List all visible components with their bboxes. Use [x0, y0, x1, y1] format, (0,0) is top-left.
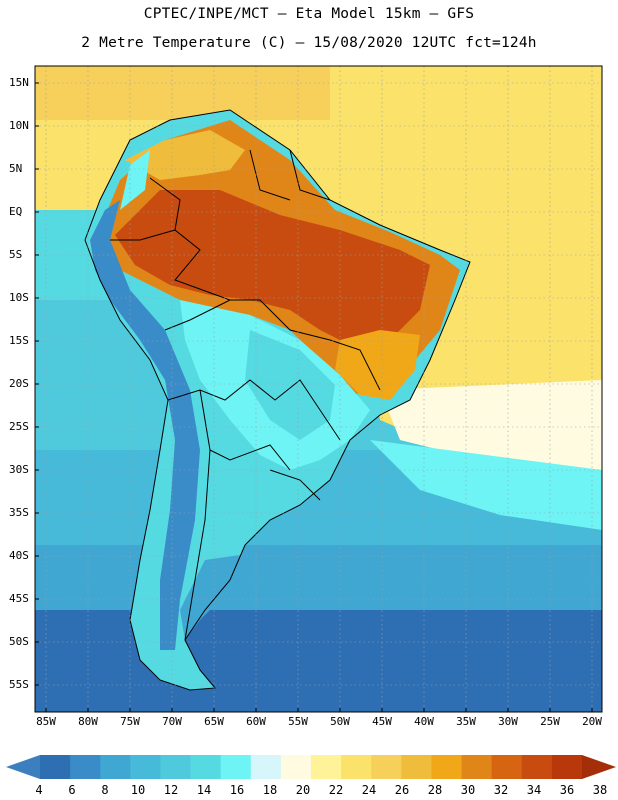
colorbar-label: 22: [328, 783, 344, 797]
axis-ticks: [35, 82, 593, 712]
temperature-field: [35, 66, 602, 712]
lon-label: 25W: [540, 715, 560, 728]
lat-label: 15S: [9, 334, 29, 347]
colorbar-label: 20: [295, 783, 311, 797]
atlantic-cool-zone: [370, 440, 602, 530]
colorbar-label: 16: [229, 783, 245, 797]
caribbean-zone: [35, 66, 330, 120]
lon-label: 75W: [120, 715, 140, 728]
colorbar-cell: [220, 755, 252, 779]
colorbar: [6, 755, 616, 779]
colorbar-cell: [461, 755, 493, 779]
atlantic-mild-zone: [380, 380, 602, 470]
lat-label: 40S: [9, 549, 29, 562]
colorbar-label: 18: [262, 783, 278, 797]
lat-label: 55S: [9, 678, 29, 691]
colorbar-label: 12: [163, 783, 179, 797]
colorbar-label: 32: [493, 783, 509, 797]
lon-label: 65W: [204, 715, 224, 728]
lon-label: 55W: [288, 715, 308, 728]
lon-label: 60W: [246, 715, 266, 728]
colorbar-label: 30: [460, 783, 476, 797]
ocean-band-midlat: [35, 545, 602, 615]
colorbar-cell: [160, 755, 192, 779]
lat-label: 10N: [9, 119, 29, 132]
lat-label: EQ: [9, 205, 23, 218]
colorbar-label: 8: [101, 783, 109, 797]
lat-label: 35S: [9, 506, 29, 519]
lat-label: 10S: [9, 291, 29, 304]
colorbar-label: 28: [427, 783, 443, 797]
colorbar-arrow-left: [6, 755, 40, 779]
colorbar-cell: [70, 755, 101, 779]
colorbar-cell: [521, 755, 553, 779]
colorbar-label: 10: [130, 783, 146, 797]
colorbar-label: 4: [35, 783, 43, 797]
map-subtitle: 2 Metre Temperature (C) – 15/08/2020 12U…: [81, 35, 537, 51]
colorbar-cell: [100, 755, 131, 779]
colorbar-arrow-right: [582, 755, 616, 779]
lon-label: 30W: [498, 715, 518, 728]
lat-label: 20S: [9, 377, 29, 390]
country-borders: [84, 109, 471, 691]
colorbar-cell: [311, 755, 342, 779]
colorbar-label: 34: [526, 783, 542, 797]
map-title: CPTEC/INPE/MCT – Eta Model 15km – GFS: [143, 6, 475, 22]
lat-label: 5S: [9, 248, 23, 261]
lon-label: 45W: [372, 715, 392, 728]
colorbar-cell: [491, 755, 523, 779]
colorbar-cell: [341, 755, 372, 779]
colorbar-label: 36: [559, 783, 575, 797]
lon-label: 50W: [330, 715, 350, 728]
colorbar-cell: [130, 755, 161, 779]
lat-label: 50S: [9, 635, 29, 648]
lat-label: 25S: [9, 420, 29, 433]
lat-label: 30S: [9, 463, 29, 476]
colorbar-cell: [250, 755, 282, 779]
lon-label: 70W: [162, 715, 182, 728]
colorbar-label: 38: [592, 783, 608, 797]
colorbar-label: 14: [196, 783, 212, 797]
colorbar-cell: [551, 755, 583, 779]
colorbar-cell: [371, 755, 402, 779]
colorbar-cell: [401, 755, 432, 779]
colorbar-cell: [40, 755, 71, 779]
lon-label: 85W: [36, 715, 56, 728]
colorbar-cell: [190, 755, 222, 779]
ocean-band-south: [35, 610, 602, 712]
colorbar-label: 24: [361, 783, 377, 797]
map-frame: [34, 65, 603, 713]
colorbar-label: 26: [394, 783, 410, 797]
colorbar-label: 6: [68, 783, 76, 797]
lat-label: 5N: [9, 162, 23, 175]
lat-label: 15N: [9, 76, 29, 89]
lon-label: 20W: [582, 715, 602, 728]
graticule: [35, 66, 602, 712]
lon-label: 80W: [78, 715, 98, 728]
colorbar-cell: [280, 755, 312, 779]
lon-label: 40W: [414, 715, 434, 728]
colorbar-cell: [431, 755, 463, 779]
lat-label: 45S: [9, 592, 29, 605]
lon-label: 35W: [456, 715, 476, 728]
